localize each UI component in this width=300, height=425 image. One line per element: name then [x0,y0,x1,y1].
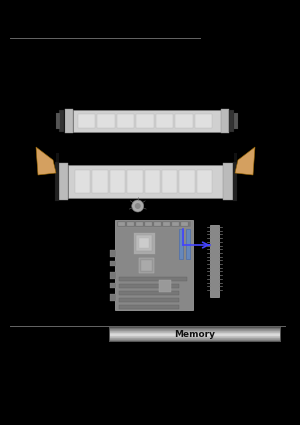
Bar [110,331,280,332]
Bar [127,222,134,226]
Bar [110,335,280,336]
Bar [73,110,221,132]
Bar [110,328,280,329]
Bar [110,334,280,335]
Bar [127,170,142,193]
Bar [145,222,152,226]
Circle shape [132,200,144,212]
Bar [59,110,64,132]
Bar [110,283,116,288]
Bar [110,261,116,266]
Bar [159,280,171,292]
Bar [109,327,281,342]
Bar [110,170,125,193]
Bar [118,222,125,226]
Bar [162,170,177,193]
Bar [68,165,223,198]
Bar [110,337,280,338]
Bar [175,114,193,128]
Bar [154,222,161,226]
Bar [119,277,187,281]
Bar [115,220,193,310]
Bar [110,294,116,301]
Bar [234,113,238,129]
Bar [139,258,154,273]
Bar [117,221,191,227]
Bar [110,330,280,331]
Bar [98,114,115,128]
Bar [223,163,233,200]
Bar [234,153,237,162]
Bar [117,114,134,128]
Bar [172,222,179,226]
Bar [221,109,229,133]
Bar [56,113,60,129]
Bar [110,331,280,332]
Bar [119,298,179,302]
Bar [110,339,280,340]
Bar [145,170,160,193]
Bar [55,162,59,201]
Bar [136,235,152,251]
Bar [110,338,280,339]
Bar [110,272,116,279]
Bar [233,162,237,201]
Bar [156,114,173,128]
Bar [229,110,234,132]
Bar [110,332,280,333]
Bar [75,170,90,193]
Bar [195,114,212,128]
Bar [139,238,149,248]
Bar [179,170,195,193]
Bar [136,114,154,128]
Bar [119,305,179,309]
Bar [110,340,280,341]
Bar [181,222,188,226]
Bar [196,170,212,193]
Polygon shape [36,147,56,175]
Bar [65,109,73,133]
Bar [78,114,95,128]
Bar [119,291,179,295]
Bar [136,222,143,226]
Bar [186,229,190,259]
Bar [58,163,68,200]
Bar [110,329,280,330]
Bar [133,232,155,254]
Bar [141,260,152,271]
Bar [56,153,59,162]
Bar [119,284,179,288]
Bar [110,336,280,337]
Bar [110,250,116,257]
Circle shape [135,203,141,209]
Polygon shape [235,147,255,175]
Bar [163,222,170,226]
Bar [179,229,183,259]
Bar [110,333,280,334]
Text: Memory: Memory [175,330,215,339]
Bar [110,332,280,333]
Bar [210,225,219,297]
Bar [92,170,108,193]
